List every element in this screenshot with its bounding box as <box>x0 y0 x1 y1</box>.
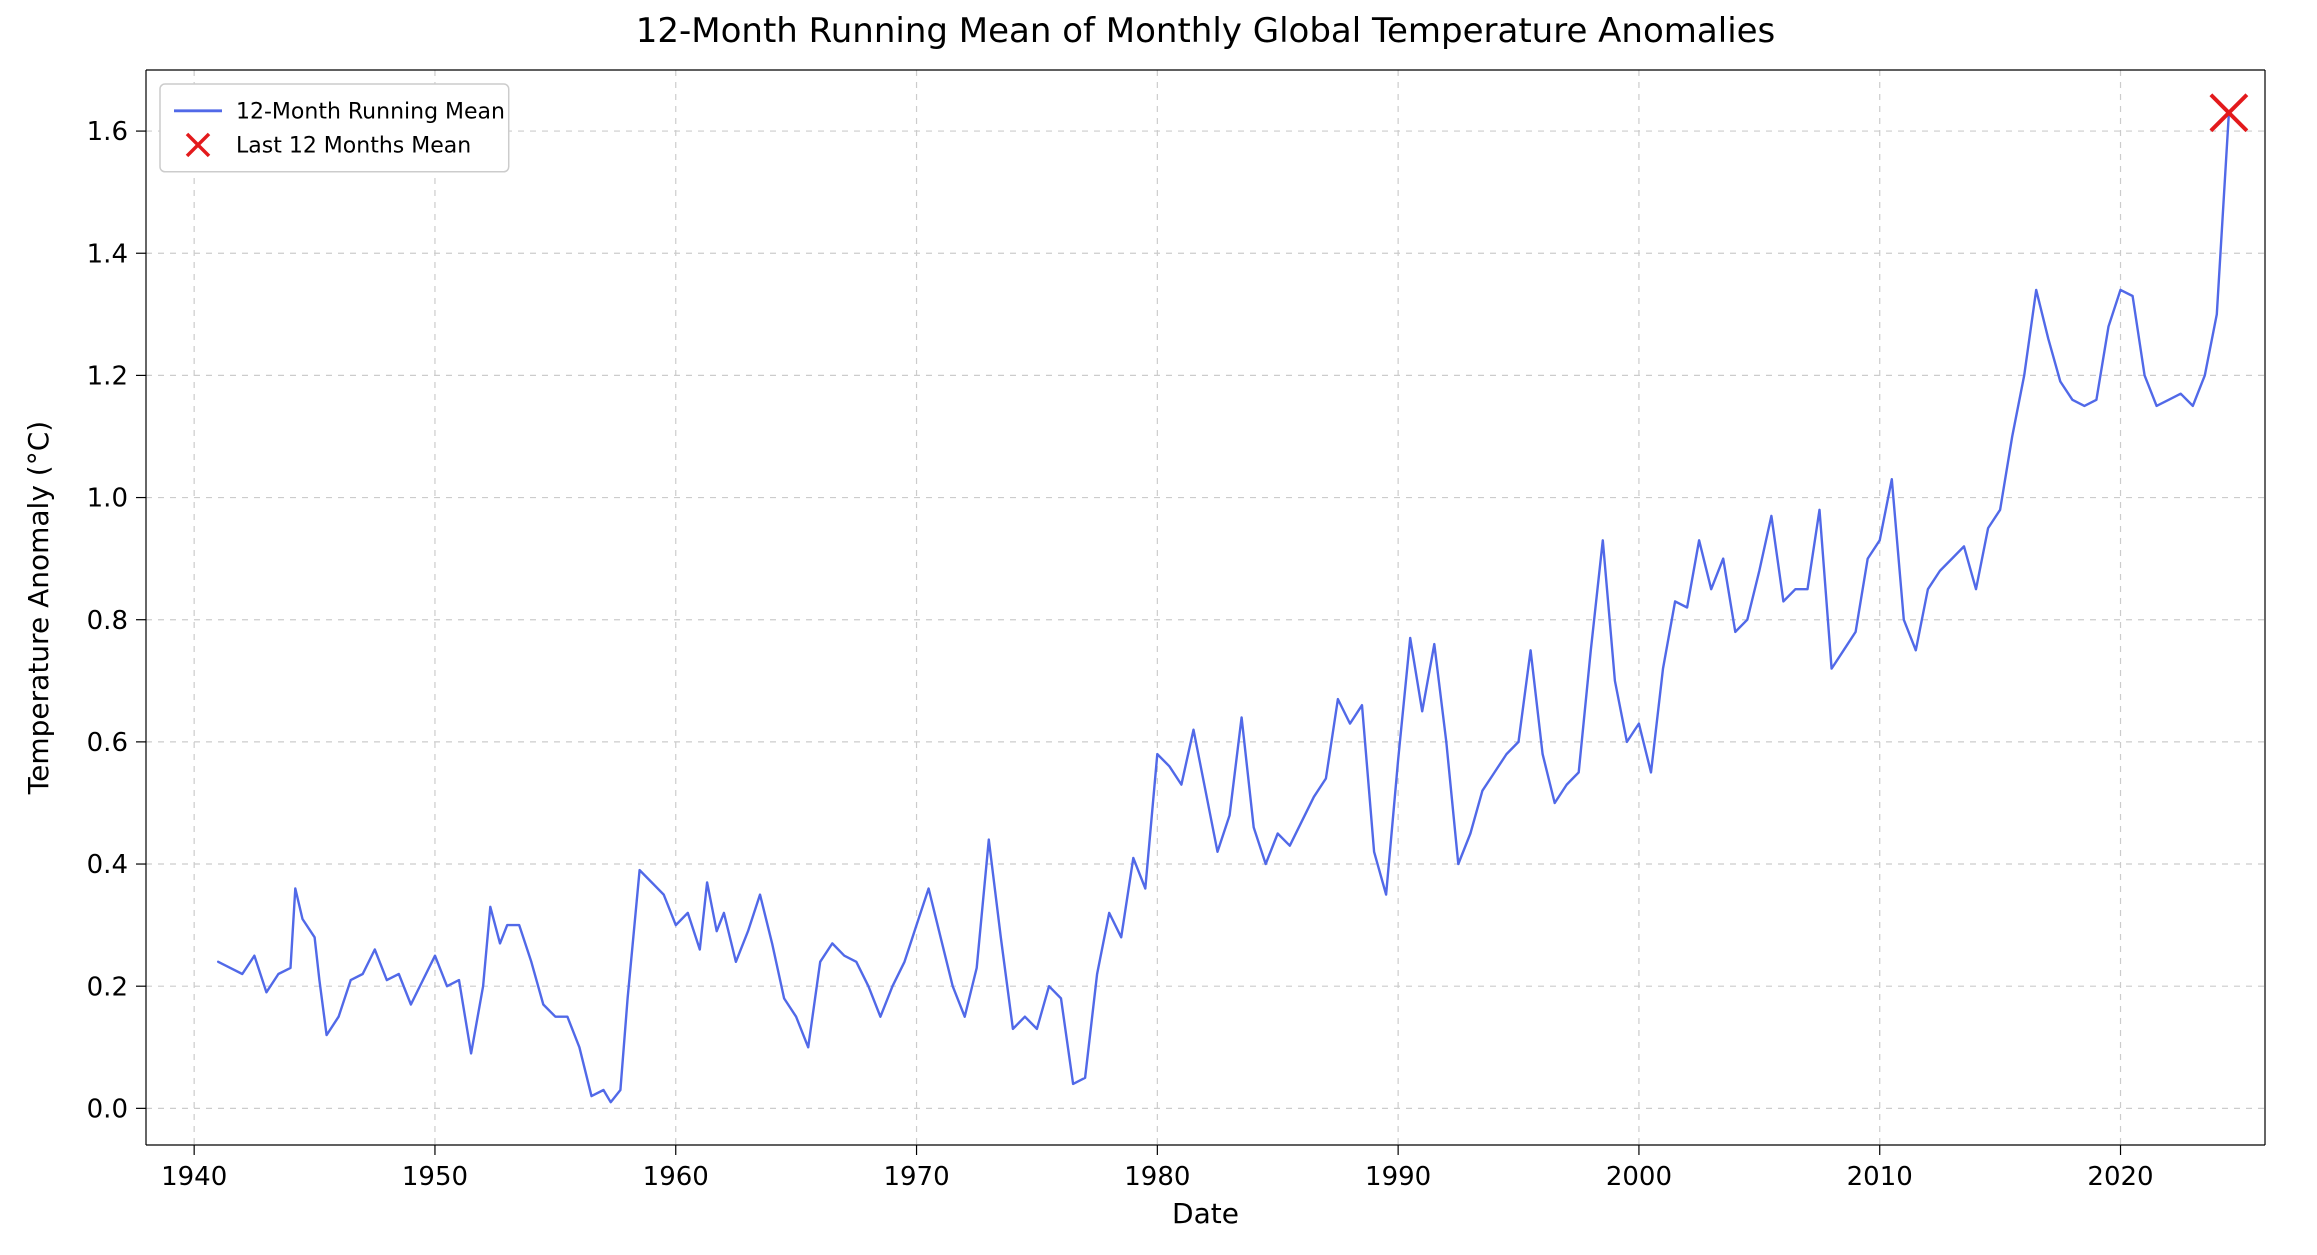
y-tick-label: 0.2 <box>87 972 128 1002</box>
x-tick-label: 1940 <box>161 1162 227 1192</box>
y-tick-label: 0.6 <box>87 728 128 758</box>
chart-title: 12-Month Running Mean of Monthly Global … <box>636 11 1776 51</box>
y-tick-label: 1.0 <box>87 484 128 514</box>
y-tick-label: 1.4 <box>87 239 128 269</box>
x-tick-label: 2020 <box>2087 1162 2153 1192</box>
x-tick-label: 1970 <box>883 1162 949 1192</box>
y-tick-label: 0.4 <box>87 850 128 880</box>
legend: 12-Month Running Mean Last 12 Months Mean <box>160 84 509 172</box>
x-tick-label: 1980 <box>1124 1162 1190 1192</box>
x-axis-label: Date <box>1172 1197 1239 1230</box>
legend-label: Last 12 Months Mean <box>236 134 471 159</box>
y-tick-label: 1.6 <box>87 117 128 147</box>
x-tick-label: 1990 <box>1365 1162 1431 1192</box>
legend-label: 12-Month Running Mean <box>236 100 505 125</box>
x-tick-label: 2010 <box>1847 1162 1913 1192</box>
x-tick-label: 1950 <box>402 1162 468 1192</box>
chart-container: 1940 1950 1960 1970 1980 1990 2000 2010 2020 0.0 0… <box>0 0 2317 1255</box>
y-axis-label: Temperature Anomaly (°C) <box>22 421 55 795</box>
y-tick-label: 0.0 <box>87 1094 128 1124</box>
y-tick-label: 0.8 <box>87 606 128 636</box>
x-tick-label: 2000 <box>1606 1162 1672 1192</box>
x-tick-label: 1960 <box>643 1162 709 1192</box>
y-tick-label: 1.2 <box>87 361 128 391</box>
line-chart: 1940 1950 1960 1970 1980 1990 2000 2010 2020 0.0 0… <box>0 0 2317 1255</box>
